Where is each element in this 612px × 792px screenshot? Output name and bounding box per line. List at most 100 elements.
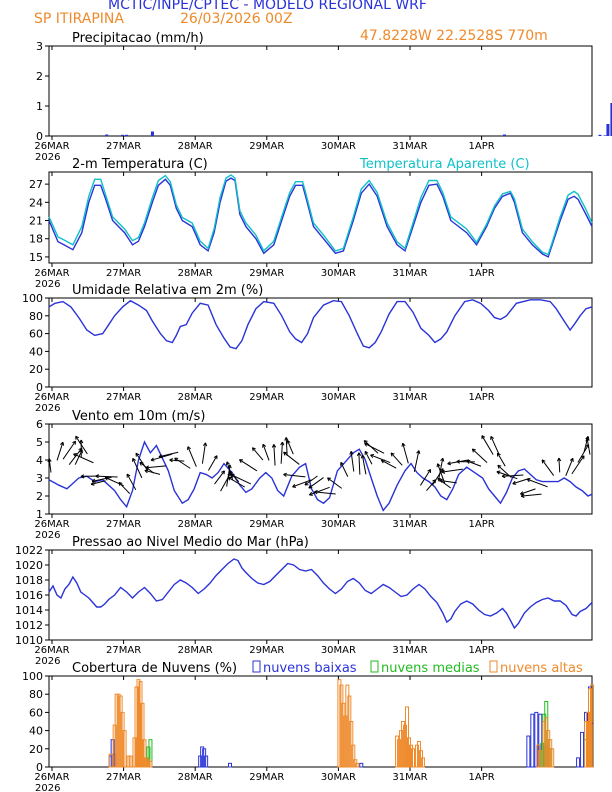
x-tick-label: 28MAR	[178, 772, 213, 783]
wind-vector-head	[132, 457, 136, 462]
station-name: SP ITIRAPINA	[34, 11, 124, 27]
wind-vector-head	[75, 435, 80, 440]
bar-nuvens-altas	[122, 730, 127, 768]
bar-nuvens-baixas	[530, 713, 535, 768]
wind-vector-head	[364, 442, 369, 447]
wind-vector	[471, 448, 488, 463]
x-tick-label: 26MAR	[34, 141, 69, 152]
y-tick-label: 60	[29, 328, 43, 341]
y-tick-label: 40	[29, 725, 43, 738]
wind-vector	[565, 458, 574, 477]
y-tick-label: 60	[29, 706, 43, 719]
wind-vector	[262, 444, 270, 461]
wind-vector-head	[541, 459, 546, 464]
wind-vector	[304, 475, 318, 486]
wind-vector	[340, 462, 349, 477]
wind-vector	[526, 478, 548, 488]
wind-vector-head	[104, 476, 109, 481]
wind-vector-head	[416, 450, 421, 454]
wind-vector-head	[401, 442, 406, 447]
bar-precipitacao	[610, 103, 612, 136]
wind-vector	[490, 436, 500, 455]
wind-vector-head	[437, 477, 442, 482]
wind-vector-head	[90, 481, 95, 486]
y-tick-label: 1	[36, 508, 43, 521]
x-tick-label: 26MAR	[34, 645, 69, 656]
x-tick-label: 30MAR	[321, 392, 356, 403]
panel-rh	[45, 297, 593, 391]
x-tick-label: 26MAR	[34, 772, 69, 783]
wind-vector	[169, 459, 185, 462]
wind-vector-head	[262, 443, 267, 448]
bar-precipitacao	[121, 134, 125, 136]
y-tick-label: 1018	[15, 574, 43, 587]
wind-vector	[512, 477, 530, 485]
wind-vector-head	[481, 435, 486, 440]
wind-vector-head	[380, 459, 385, 464]
y-tick-label: 4	[36, 454, 43, 467]
wind-vector-head	[501, 474, 506, 479]
x-tick-label: 29MAR	[249, 645, 284, 656]
wind-vector-head	[283, 451, 288, 456]
wind-vector-head	[456, 459, 460, 464]
wind-vector-head	[169, 458, 173, 463]
y-tick-label: 18	[29, 233, 43, 246]
y-tick-label: 1014	[15, 604, 43, 617]
wind-vector-head	[364, 450, 369, 455]
wind-vector-head	[520, 493, 525, 498]
wind-vector-head	[427, 468, 432, 473]
wind-vector	[56, 442, 64, 461]
x-tick-label: 1APR	[469, 392, 495, 403]
wind-vector-head	[340, 461, 345, 466]
x-tick-label: 29MAR	[249, 392, 284, 403]
wind-vector-head	[585, 435, 590, 440]
legend-nuvens-baixas: nuvens baixas	[263, 661, 357, 676]
wind-vector	[308, 477, 324, 489]
y-tick-label: 15	[29, 251, 43, 264]
x-year-label: 2026	[35, 403, 60, 414]
panel-title-temp: 2-m Temperatura (C)	[72, 157, 208, 172]
wind-vector	[441, 468, 463, 473]
x-tick-label: 29MAR	[249, 268, 284, 279]
x-year-label: 2026	[35, 783, 60, 792]
wind-vector	[227, 476, 246, 488]
wind-vector-head	[304, 481, 309, 486]
y-tick-label: 0	[36, 381, 43, 394]
x-tick-label: 29MAR	[249, 141, 284, 152]
series-line-2-m-temperatura	[48, 177, 593, 258]
wind-vector-head	[145, 465, 150, 470]
wind-vector	[75, 435, 88, 455]
wind-vector-head	[72, 440, 77, 445]
wind-vector-head	[221, 470, 225, 475]
wind-vector-head	[284, 437, 289, 441]
wind-vector	[62, 440, 76, 460]
wind-vector-head	[174, 457, 179, 462]
bar-precipitacao	[502, 134, 506, 136]
y-tick-label: 2	[36, 70, 43, 83]
wind-vector-head	[73, 453, 78, 458]
series-line-pressao	[48, 558, 593, 630]
bar-precipitacao	[105, 134, 109, 136]
wind-vector	[413, 450, 420, 472]
wind-vector	[280, 442, 283, 464]
wind-vector-head	[390, 452, 395, 457]
x-tick-label: 1APR	[469, 772, 495, 783]
wind-vector-head	[308, 484, 313, 489]
x-tick-label: 26MAR	[34, 519, 69, 530]
x-tick-label: 30MAR	[321, 645, 356, 656]
y-tick-label: 2	[36, 490, 43, 503]
wind-vector	[358, 452, 361, 475]
wind-vector	[438, 458, 444, 480]
bar-nuvens-baixas	[526, 735, 531, 768]
legend-apparent-temperature: Temperatura Aparente (C)	[359, 157, 530, 172]
y-tick-label: 80	[29, 688, 43, 701]
wind-vector-head	[436, 463, 441, 468]
wind-vector	[252, 447, 264, 461]
wind-vector	[158, 451, 179, 458]
wind-vector	[126, 473, 137, 491]
wind-vector	[502, 474, 524, 477]
wind-vector-head	[292, 483, 297, 488]
wind-vector-head	[440, 457, 445, 462]
x-year-label: 2026	[35, 656, 60, 667]
legend-swatch	[252, 660, 261, 673]
